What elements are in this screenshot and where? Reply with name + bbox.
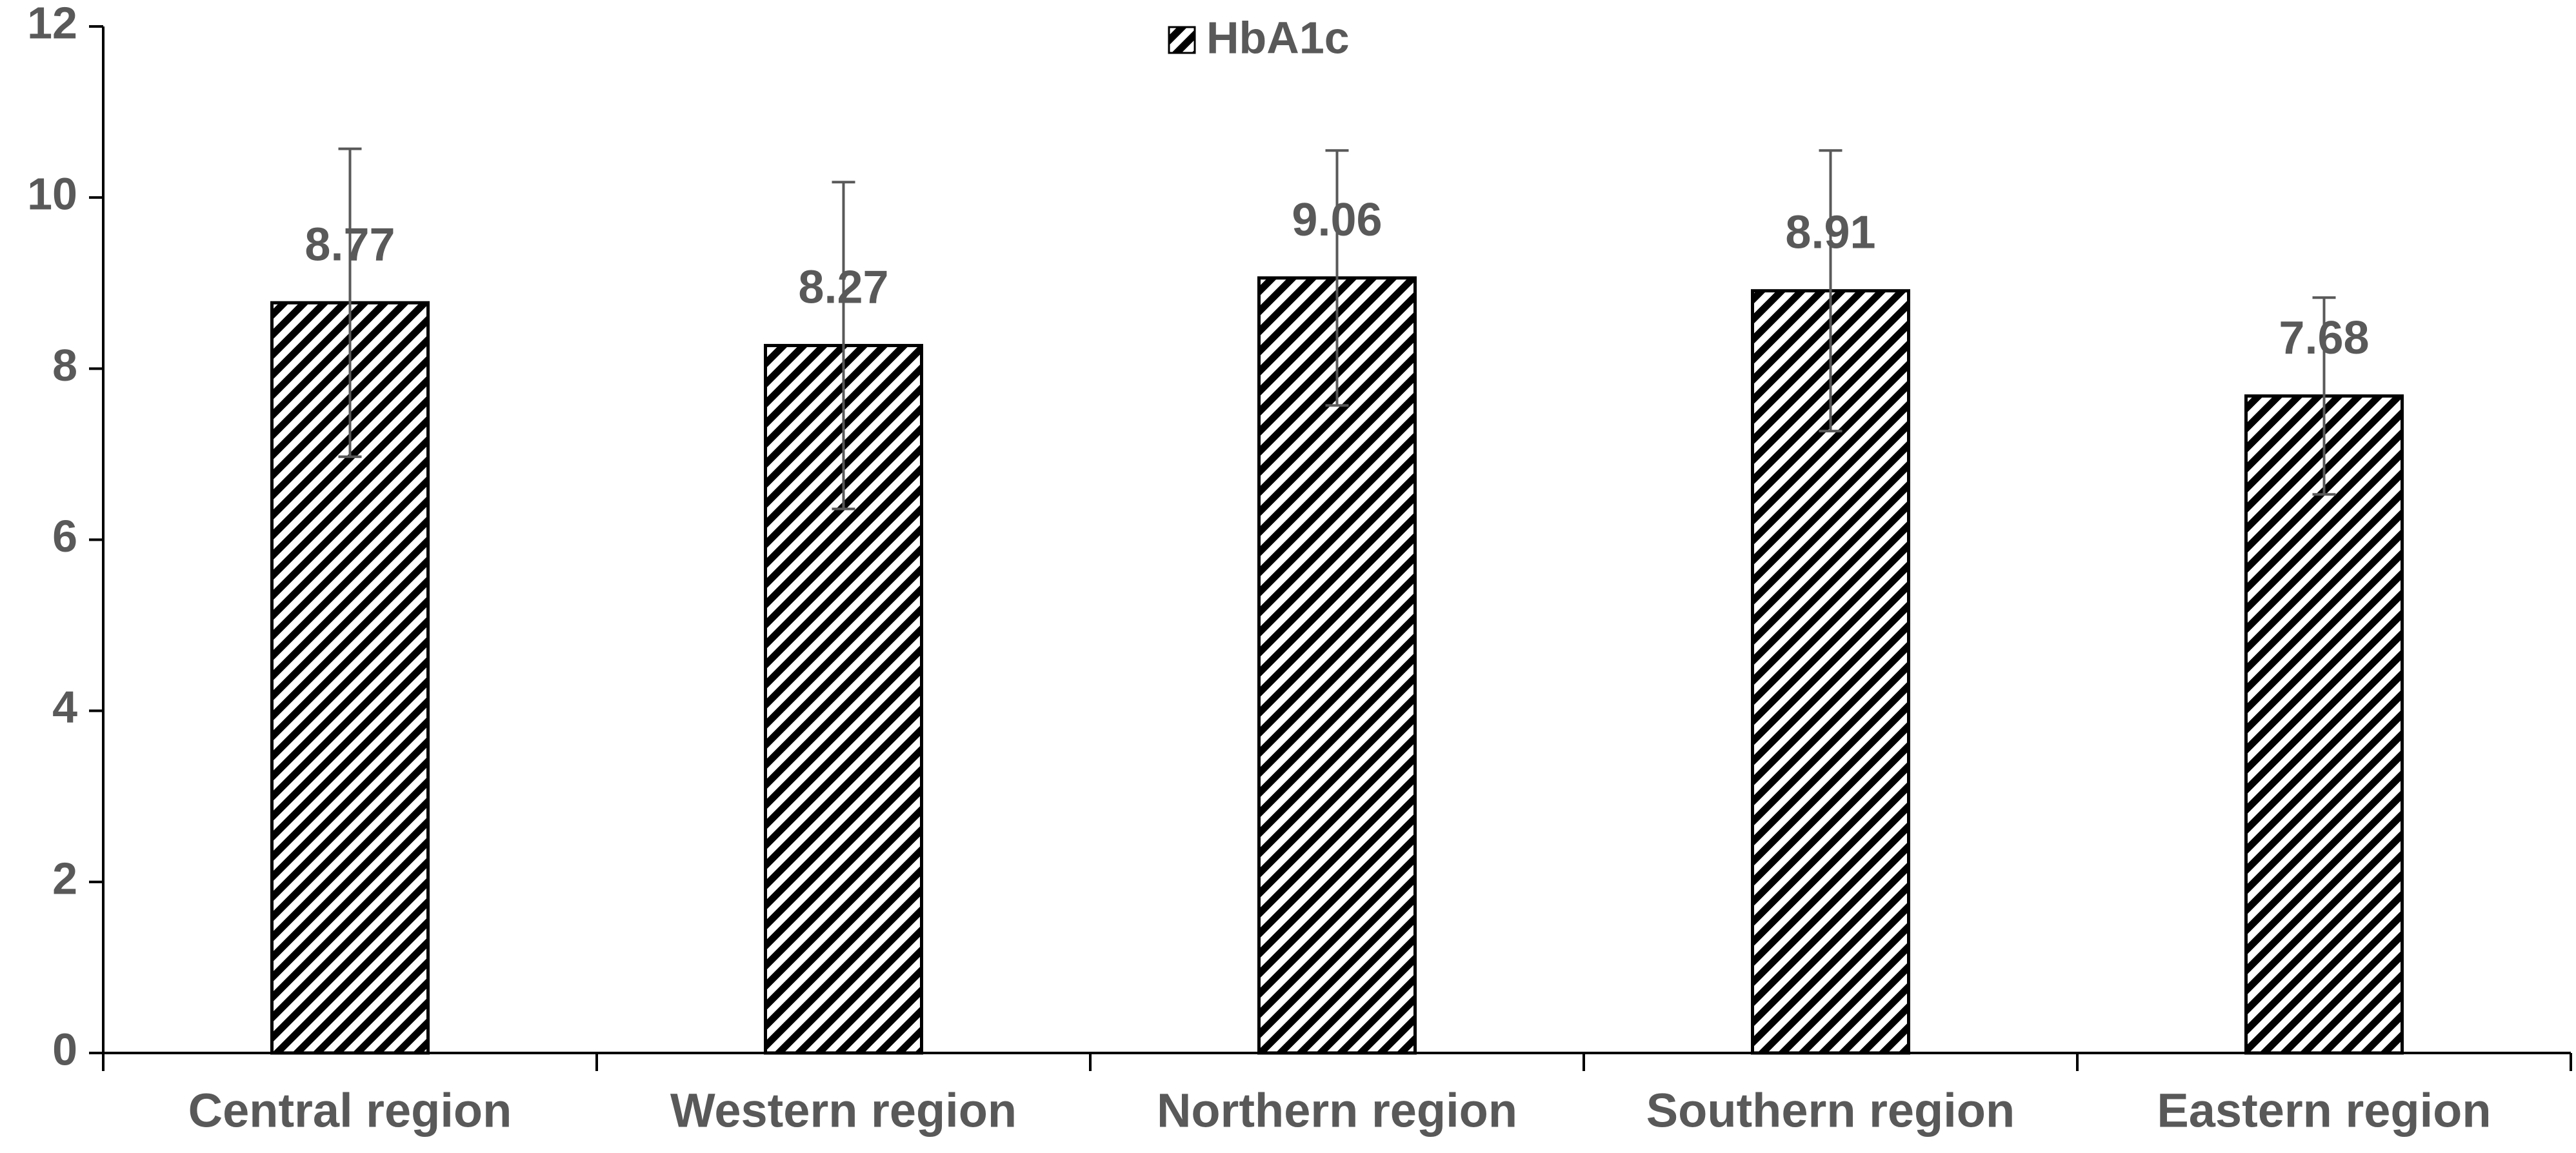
x-tick-label: Northern region	[1157, 1084, 1517, 1138]
x-tick-label: Eastern region	[2157, 1084, 2491, 1138]
legend-swatch	[1168, 26, 1196, 54]
data-label: 7.68	[2279, 312, 2369, 364]
x-tick-label: Southern region	[1646, 1084, 2015, 1138]
x-tick-label: Western region	[670, 1084, 1017, 1138]
y-tick-label: 10	[27, 169, 77, 219]
data-label: 9.06	[1292, 194, 1382, 246]
y-tick-label: 6	[52, 511, 77, 561]
y-tick-label: 0	[52, 1024, 77, 1074]
legend: HbA1c	[1168, 12, 1350, 63]
x-tick-label: Central region	[188, 1084, 512, 1138]
legend-label: HbA1c	[1206, 12, 1350, 63]
bar	[2244, 394, 2404, 1055]
data-label: 8.77	[305, 219, 395, 270]
y-tick-label: 2	[52, 853, 77, 903]
y-tick-label: 8	[52, 340, 77, 390]
y-tick-label: 12	[27, 0, 77, 48]
data-label: 8.91	[1785, 207, 1875, 259]
y-tick-label: 4	[52, 682, 77, 732]
data-label: 8.27	[798, 262, 888, 314]
